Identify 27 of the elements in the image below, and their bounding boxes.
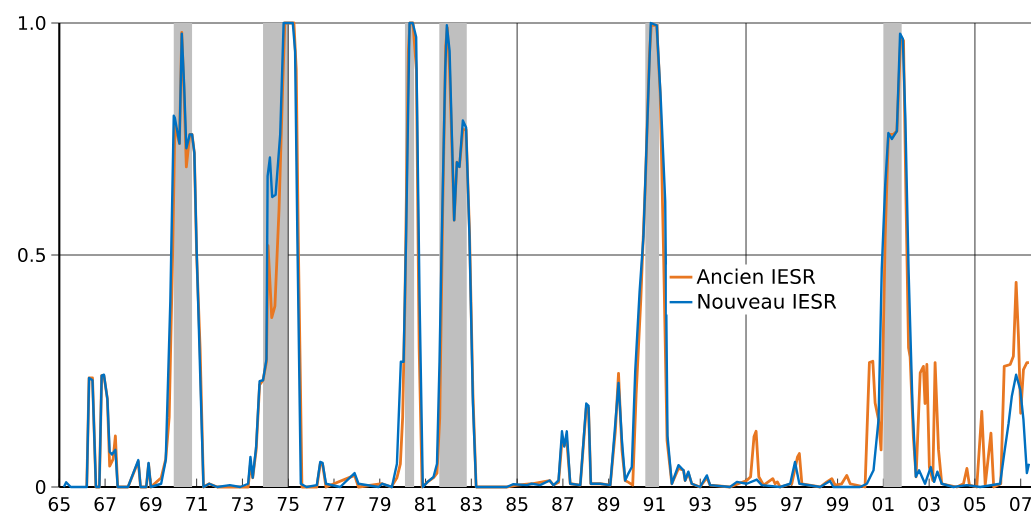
x-tick-label: 71 (186, 497, 207, 511)
x-tick-label: 07 (1010, 497, 1031, 512)
x-tick-label: 75 (277, 497, 299, 511)
y-tick-label: 0.5 (18, 247, 45, 263)
x-tick-label: 81 (414, 497, 436, 512)
x-tick-label: 05 (964, 497, 986, 512)
y-tick-label: 0 (35, 479, 46, 495)
x-tick-label: 79 (369, 497, 391, 512)
x-tick-label: 77 (323, 497, 345, 511)
x-tick-label: 85 (506, 497, 528, 512)
x-tick-label: 99 (826, 497, 849, 512)
x-tick-label: 69 (140, 497, 162, 512)
legend-label: Nouveau IESR (698, 293, 837, 309)
legend-label: Ancien IESR (696, 268, 816, 285)
y-tick-label: 1.0 (18, 15, 46, 31)
x-tick-label: 93 (689, 497, 711, 512)
x-tick-label: 89 (598, 497, 620, 512)
x-tick-label: 01 (872, 497, 894, 512)
x-tick-label: 03 (918, 497, 940, 512)
x-tick-label: 87 (552, 497, 574, 512)
x-tick-label: 95 (735, 497, 757, 512)
x-tick-label: 73 (232, 497, 253, 512)
x-tick-label: 97 (781, 497, 803, 512)
x-tick-label: 91 (643, 497, 665, 512)
x-tick-label: 83 (460, 497, 482, 512)
x-tick-label: 67 (94, 497, 116, 512)
x-tick-label: 65 (48, 497, 70, 512)
